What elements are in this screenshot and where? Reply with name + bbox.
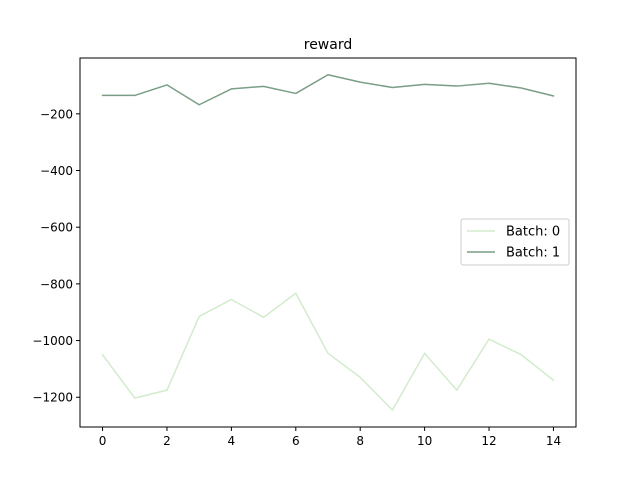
- x-tick-label: 4: [228, 434, 236, 448]
- series-line-batch-1: [101, 73, 555, 106]
- x-axis: 0 2 4 6 8 10 12 14: [99, 427, 561, 448]
- legend-label-batch-0: Batch: 0: [506, 225, 560, 240]
- chart-title: reward: [304, 37, 353, 53]
- x-tick-label: 2: [163, 434, 171, 448]
- x-tick-label: 14: [546, 434, 561, 448]
- y-tick-label: −600: [40, 221, 73, 235]
- y-tick-label: −200: [40, 107, 73, 121]
- x-tick-label: 10: [417, 434, 432, 448]
- legend: Batch: 0 Batch: 1: [460, 218, 570, 266]
- y-tick-label: −800: [40, 277, 73, 291]
- x-tick-label: 6: [292, 434, 300, 448]
- y-tick-label: −400: [40, 164, 73, 178]
- y-axis: −1200 −1000 −800 −600 −400 −200: [32, 107, 80, 405]
- plot-frame: [79, 57, 577, 428]
- x-tick-label: 12: [481, 434, 496, 448]
- legend-label-batch-1: Batch: 1: [506, 246, 560, 261]
- x-tick-label: 0: [99, 434, 107, 448]
- y-tick-label: −1000: [32, 334, 73, 348]
- x-tick-label: 8: [356, 434, 364, 448]
- series-line-batch-0: [101, 292, 555, 411]
- y-tick-label: −1200: [32, 391, 73, 405]
- series-layer: [101, 73, 555, 411]
